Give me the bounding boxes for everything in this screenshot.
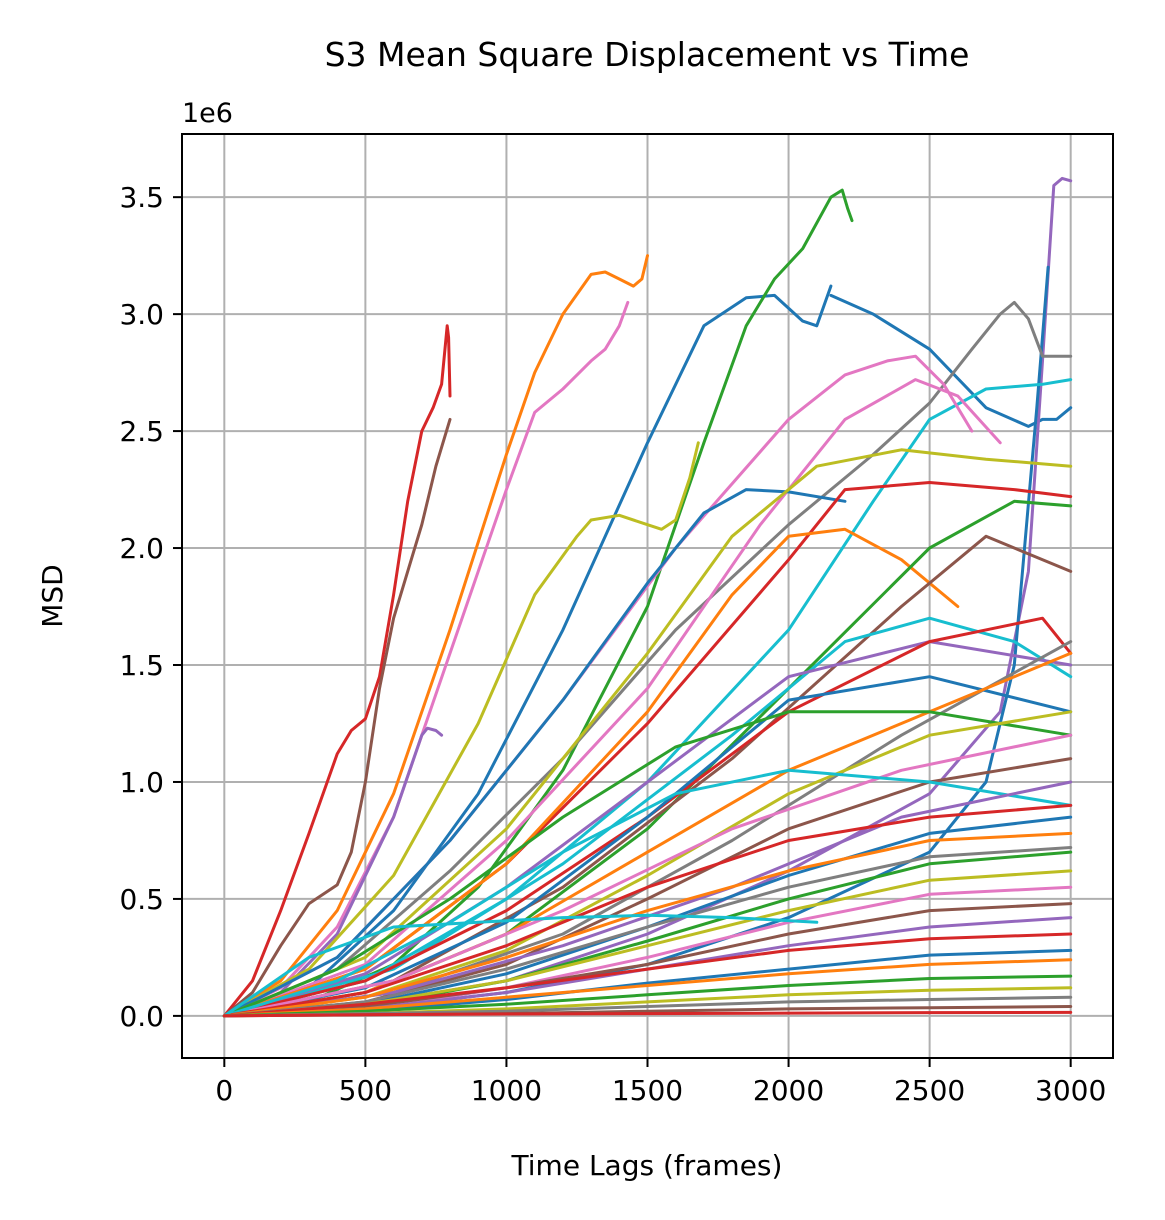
y-tick-label: 2.0	[119, 532, 164, 565]
msd-series-line	[222, 254, 649, 1018]
x-tick-label: 1000	[471, 1074, 542, 1107]
x-axis-label: Time Lags (frames)	[511, 1149, 783, 1182]
x-tick-label: 0	[215, 1074, 233, 1107]
msd-series-line	[222, 448, 1073, 1018]
y-tick-label: 1.5	[119, 649, 164, 682]
chart-title: S3 Mean Square Displacement vs Time	[325, 35, 970, 74]
msd-series-line	[222, 616, 1073, 1018]
x-tick-label: 1500	[612, 1074, 683, 1107]
msd-series-line	[222, 378, 1073, 1018]
y-tick-label: 3.5	[119, 181, 164, 214]
msd-series-line	[222, 300, 1073, 1018]
x-tick-label: 3000	[1035, 1074, 1106, 1107]
msd-series-line	[222, 733, 1073, 1018]
msd-series-line	[222, 913, 819, 1018]
msd-series-line	[222, 710, 1073, 1018]
msd-series-line	[222, 902, 1073, 1018]
msd-series-line	[222, 284, 833, 1018]
msd-series-line	[222, 846, 1073, 1018]
msd-series-line	[222, 768, 1073, 1018]
x-tick-label: 500	[339, 1074, 392, 1107]
grid-lines	[182, 134, 1113, 1058]
msd-series-line	[222, 488, 847, 1018]
y-offset-label: 1e6	[182, 98, 233, 129]
x-tick-label: 2000	[753, 1074, 824, 1107]
y-tick-label: 0.0	[119, 1000, 164, 1033]
msd-series-line	[222, 300, 630, 1018]
msd-series-line	[222, 831, 1073, 1018]
y-axis-label: MSD	[36, 564, 69, 628]
msd-series-line	[222, 441, 700, 1018]
msd-series-line	[829, 293, 1073, 428]
y-tick-label: 0.5	[119, 883, 164, 916]
msd-series-line	[222, 527, 960, 1018]
msd-series-line	[222, 932, 1073, 1018]
axis-ticks: 0 500 1000 1500 2000 2500 3000 0.0 0.5 1.0 1.5 2.0 2…	[119, 181, 1106, 1107]
msd-series-line	[222, 188, 854, 1018]
msd-series-line	[222, 1010, 1073, 1018]
y-tick-label: 2.5	[119, 415, 164, 448]
msd-series-line	[222, 974, 1073, 1018]
y-tick-label: 3.0	[119, 298, 164, 331]
msd-series-line	[222, 958, 1073, 1018]
msd-series-line	[222, 803, 1073, 1018]
msd-series-line	[222, 324, 452, 1018]
y-tick-label: 1.0	[119, 766, 164, 799]
x-tick-label: 2500	[894, 1074, 965, 1107]
series-lines	[222, 176, 1073, 1018]
msd-series-line	[222, 417, 452, 1018]
